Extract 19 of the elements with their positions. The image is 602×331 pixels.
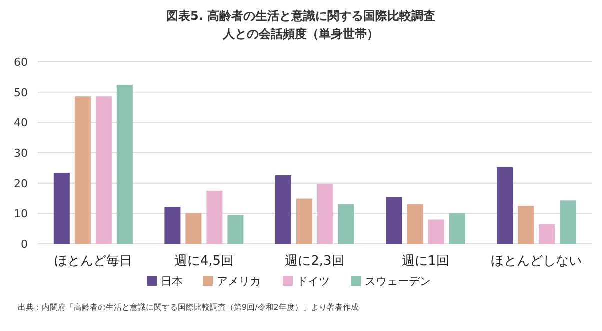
y-tick-label: 60 — [14, 56, 28, 69]
chart-title: 図表5. 高齢者の生活と意識に関する国際比較調査 — [166, 9, 436, 23]
y-tick-label: 30 — [14, 147, 28, 160]
y-tick-label: 40 — [14, 116, 28, 130]
y-tick-label: 0 — [21, 238, 28, 251]
source-note: 出典：内閣府「高齢者の生活と意識に関する国際比較調査（第9回/令和2年度）」より著者作成 — [18, 303, 359, 312]
x-tick-label: 週に1回 — [402, 254, 450, 269]
x-tick-label: 週に2,3回 — [285, 254, 345, 269]
legend-label: ドイツ — [297, 275, 330, 288]
x-tick-label: ほとんどしない — [491, 254, 582, 269]
x-tick-label: 週に4,5回 — [174, 254, 234, 269]
legend-label: スウェーデン — [365, 275, 431, 288]
chart-subtitle: 人との会話頻度（単身世帯） — [222, 27, 379, 41]
y-tick-label: 10 — [14, 208, 28, 221]
x-tick-label: ほとんど毎日 — [54, 254, 132, 269]
y-tick-label: 20 — [14, 177, 28, 190]
legend-label: 日本 — [161, 275, 183, 288]
y-tick-label: 50 — [14, 86, 28, 100]
legend-label: アメリカ — [217, 275, 261, 288]
